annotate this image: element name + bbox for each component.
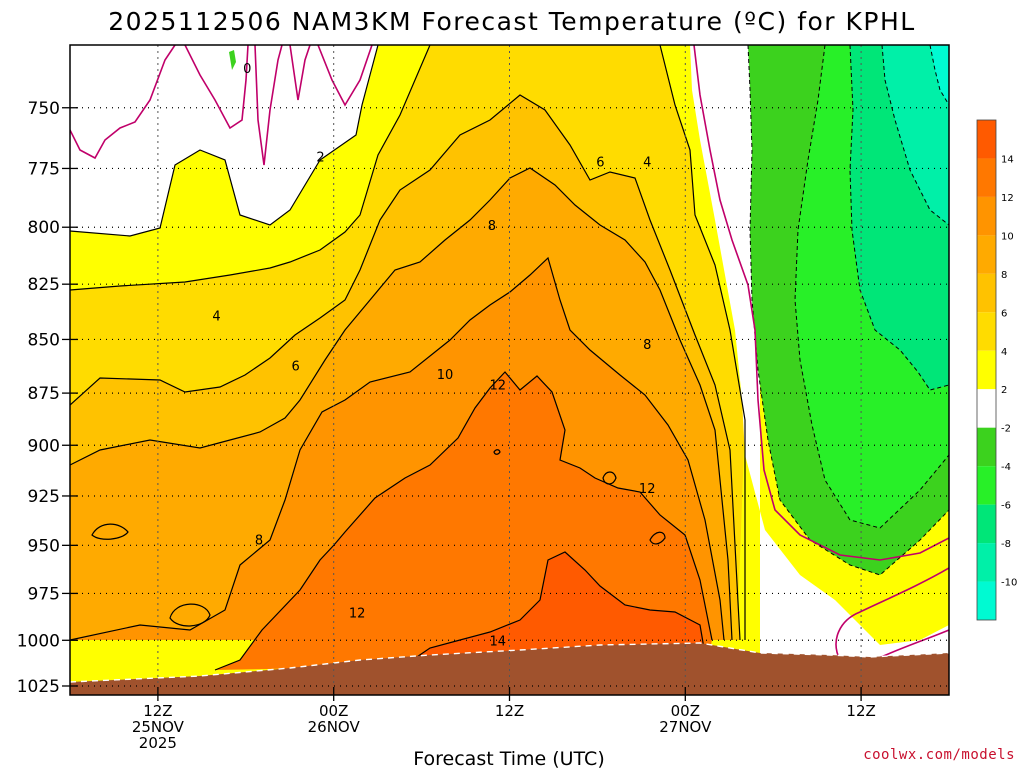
contour-label: 4 — [643, 155, 651, 170]
colorbar-tick-label: 8 — [1001, 270, 1007, 281]
pressure-tick-label: 875 — [28, 384, 60, 404]
colorbar-swatch — [977, 235, 996, 274]
colorbar-tick-label: -10 — [1001, 578, 1017, 589]
colorbar-swatch — [977, 389, 996, 428]
contour-label: 14 — [490, 634, 507, 649]
contour-label: 12 — [490, 379, 507, 394]
colorbar: 14 12 10 8 6 4 2 -2 -4 -6 -8 -10 — [976, 119, 1017, 621]
pressure-axis: 750 775 800 825 850 875 900 925 950 975 1000 1025 — [17, 99, 78, 697]
band-neg12-neg10 — [930, 45, 949, 105]
pressure-tick-label: 825 — [28, 275, 60, 295]
colorbar-swatch — [977, 350, 996, 390]
contour-label: 12 — [349, 606, 366, 621]
colorbar-swatch — [977, 581, 996, 620]
pressure-tick-label: 775 — [28, 159, 60, 179]
contour-label: 2 — [316, 150, 324, 165]
time-tick-label: 00Z — [319, 702, 348, 720]
contour-label: 8 — [488, 219, 496, 234]
contour-label: 12 — [639, 482, 656, 497]
isotherms-dashed — [747, 45, 949, 576]
colorbar-tick-label: -8 — [1001, 539, 1011, 550]
colorbar-swatch — [977, 158, 996, 197]
colorbar-swatch — [977, 312, 996, 351]
time-tick-label: 12Z — [495, 702, 524, 720]
pressure-tick-label: 1025 — [17, 677, 60, 697]
colorbar-swatch — [977, 196, 996, 236]
band-green-spot — [229, 50, 236, 70]
time-tick-label: 27NOV — [659, 718, 712, 736]
x-axis-label: Forecast Time (UTC) — [413, 748, 604, 768]
contour-label: 8 — [643, 338, 651, 353]
colorbar-swatch — [977, 543, 996, 582]
pressure-tick-label: 850 — [28, 330, 60, 350]
time-tick-label: 12Z — [846, 702, 875, 720]
isotherms-solid — [70, 45, 746, 671]
colorbar-swatch — [977, 504, 996, 544]
contour-label: 6 — [596, 155, 604, 170]
credit-text: coolwx.com/models — [863, 747, 1015, 763]
contour-label: 6 — [291, 359, 299, 374]
pressure-tick-label: 750 — [28, 99, 60, 119]
time-tick-label: 26NOV — [308, 718, 361, 736]
contour-label: 10 — [437, 368, 454, 383]
colorbar-tick-label: 14 — [1001, 154, 1014, 165]
time-tick-label: 00Z — [671, 702, 700, 720]
pressure-tick-label: 1000 — [17, 631, 60, 651]
colorbar-swatch — [977, 273, 996, 313]
contour-label: 4 — [212, 309, 220, 324]
colorbar-tick-label: 12 — [1001, 193, 1014, 204]
colorbar-swatch — [977, 427, 996, 467]
zero-isotherms — [70, 45, 949, 663]
colorbar-tick-label: 2 — [1001, 385, 1007, 396]
pressure-tick-label: 900 — [28, 436, 60, 456]
band-14-16 — [405, 552, 706, 665]
contour-label: 0 — [243, 62, 251, 77]
time-tick-label: 2025 — [139, 734, 177, 752]
colorbar-tick-label: -4 — [1001, 462, 1011, 473]
colorbar-swatch — [977, 120, 996, 159]
pressure-tick-label: 950 — [28, 536, 60, 556]
gridlines — [70, 45, 949, 695]
colorbar-tick-label: -2 — [1001, 424, 1011, 435]
time-tick-label: 25NOV — [132, 718, 185, 736]
colorbar-tick-label: 6 — [1001, 308, 1007, 319]
time-tick-label: 12Z — [143, 702, 172, 720]
colorbar-swatch — [977, 466, 996, 505]
band-neg10-neg8 — [882, 45, 949, 225]
plot-area — [70, 45, 949, 695]
chart-title: 2025112506 NAM3KM Forecast Temperature (… — [108, 7, 915, 36]
pressure-tick-label: 975 — [28, 584, 60, 604]
contour-label: 8 — [255, 533, 263, 548]
colorbar-tick-label: -6 — [1001, 501, 1011, 512]
pressure-tick-label: 800 — [28, 218, 60, 238]
pressure-tick-label: 925 — [28, 487, 60, 507]
colorbar-frame — [976, 119, 997, 621]
band-below-2 — [70, 45, 378, 236]
contour-labels: 0 2 4 4 6 6 8 8 8 10 12 12 12 14 — [212, 62, 655, 649]
colorbar-tick-label: 10 — [1001, 231, 1014, 242]
colorbar-tick-label: 4 — [1001, 347, 1007, 358]
